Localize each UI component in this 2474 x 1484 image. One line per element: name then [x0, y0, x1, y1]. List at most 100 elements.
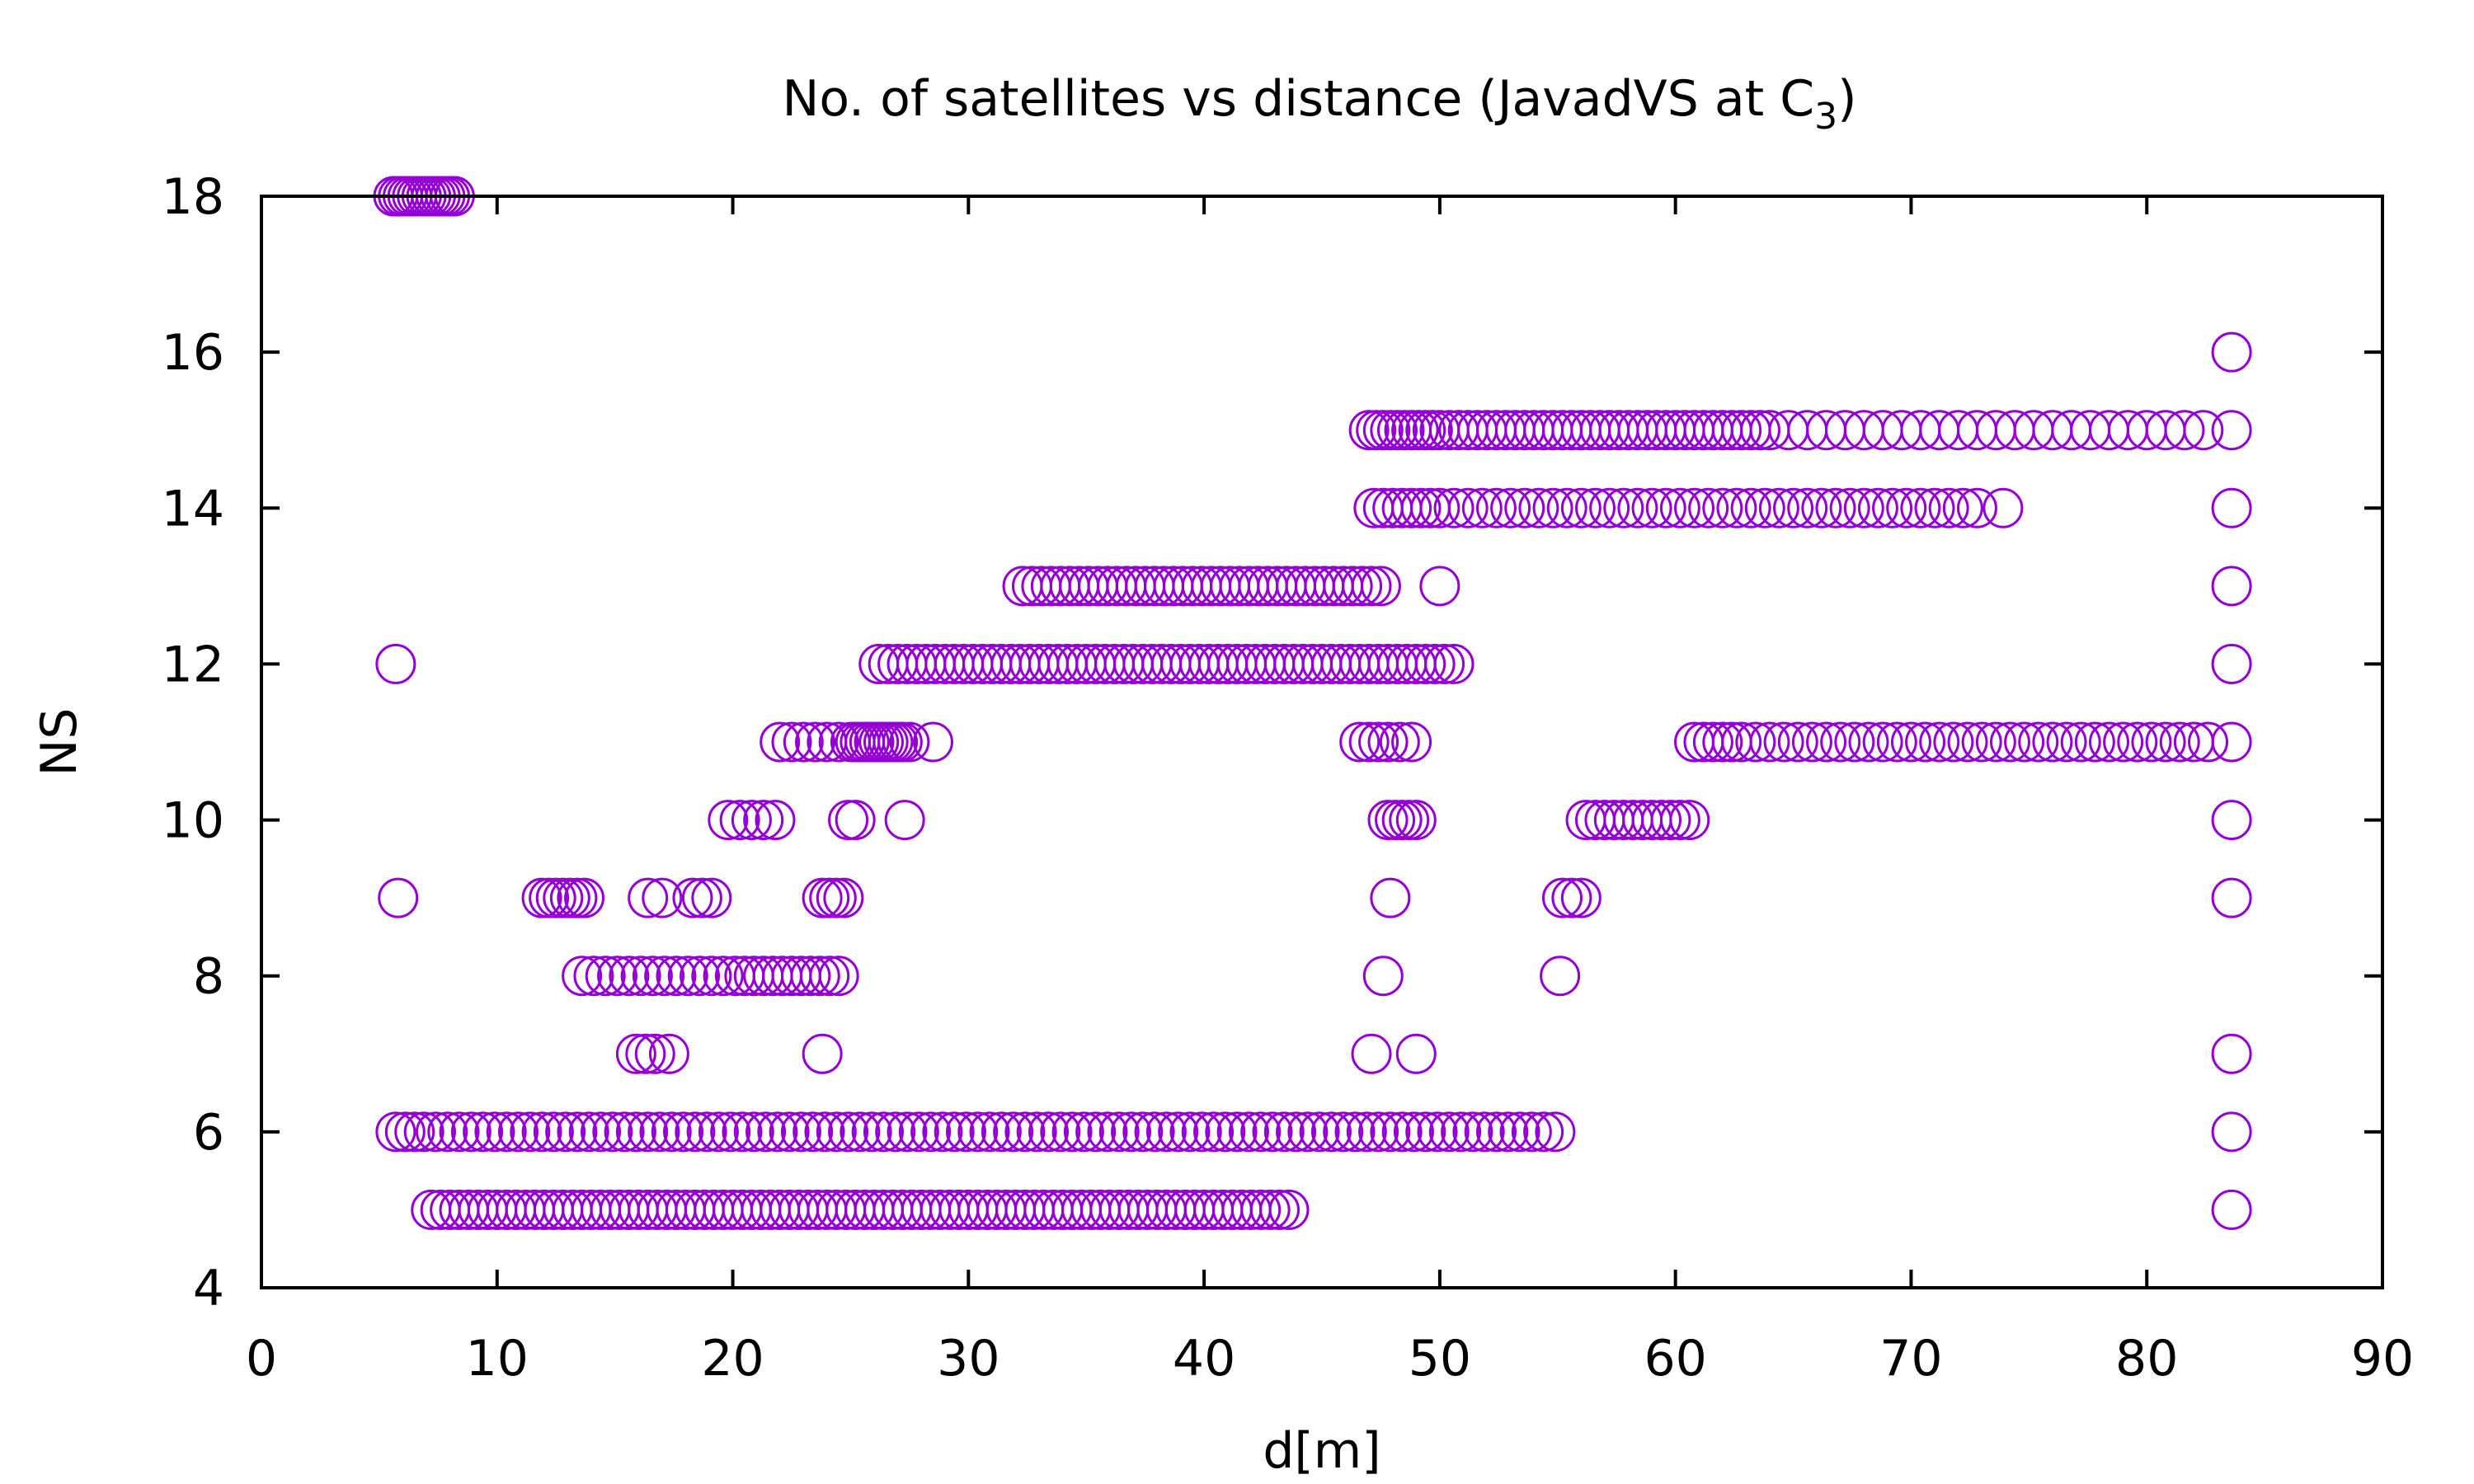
data-point: [1890, 721, 1931, 763]
data-point: [1641, 800, 1682, 841]
data-point: [1040, 1111, 1081, 1153]
x-tick-labels: 0 10 20 30 40 50 60 70 80 90: [246, 1330, 2414, 1388]
data-point: [1370, 1111, 1411, 1153]
data-point: [780, 1111, 821, 1153]
data-point: [898, 1111, 939, 1153]
data-point: [573, 956, 614, 997]
data-point: [521, 877, 562, 918]
data-point: [1405, 643, 1446, 684]
data-point: [1367, 721, 1409, 763]
data-point: [1111, 1111, 1152, 1153]
data-point: [1546, 487, 1587, 528]
x-tick-label: 50: [1409, 1330, 1471, 1388]
data-point: [632, 956, 673, 997]
x-tick-label: 80: [2115, 1330, 2178, 1388]
data-point: [1419, 566, 1460, 607]
data-point: [828, 1111, 869, 1153]
data-points: [373, 176, 2252, 1230]
data-point: [1829, 487, 1870, 528]
data-point: [1702, 487, 1743, 528]
data-point: [1360, 566, 1401, 607]
data-point: [1523, 1111, 1564, 1153]
data-point: [510, 1111, 551, 1153]
data-point: [1464, 1111, 1505, 1153]
data-point: [1412, 410, 1453, 451]
data-point: [1259, 1189, 1300, 1230]
data-point: [1447, 487, 1489, 528]
data-point: [1975, 721, 2016, 763]
y-tick-label: 10: [162, 792, 224, 850]
data-point: [1982, 487, 2024, 528]
data-point: [1914, 487, 1955, 528]
data-point: [1806, 721, 1847, 763]
data-point: [790, 956, 831, 997]
data-point: [691, 956, 732, 997]
data-point: [651, 1111, 692, 1153]
data-point: [609, 956, 650, 997]
data-point: [1758, 487, 1799, 528]
data-point: [1351, 566, 1392, 607]
data-point: [1659, 487, 1700, 528]
data-point: [1216, 1111, 1258, 1153]
data-point: [1268, 1189, 1310, 1230]
data-point: [1424, 643, 1465, 684]
data-point: [564, 877, 605, 918]
data-point: [1834, 721, 1875, 763]
data-point: [1801, 487, 1842, 528]
data-point: [757, 1111, 798, 1153]
data-point: [1310, 1111, 1352, 1153]
y-axis-title: NS: [31, 708, 88, 777]
data-point: [816, 1111, 857, 1153]
data-point: [993, 1111, 1034, 1153]
x-axis-title: d[m]: [1263, 1422, 1380, 1480]
data-point: [1441, 1111, 1482, 1153]
data-point: [1051, 1111, 1093, 1153]
data-point: [1381, 1111, 1423, 1153]
data-point: [604, 1111, 645, 1153]
data-point: [1016, 1111, 1057, 1153]
data-point: [1791, 721, 1832, 763]
data-point: [2211, 487, 2252, 528]
data-point: [486, 1111, 527, 1153]
data-point: [1395, 1033, 1437, 1074]
data-point: [1942, 487, 1983, 528]
data-point: [1872, 487, 1913, 528]
data-point: [1087, 1111, 1128, 1153]
data-point: [722, 1111, 763, 1153]
data-point: [2211, 1033, 2252, 1074]
data-point: [2188, 721, 2229, 763]
y-tick-label: 6: [193, 1104, 224, 1162]
data-point: [543, 877, 584, 918]
data-point: [1919, 721, 1960, 763]
data-point: [823, 877, 864, 918]
data-point: [922, 1111, 963, 1153]
data-point: [802, 1033, 843, 1074]
data-point: [1098, 1111, 1140, 1153]
data-point: [698, 1111, 739, 1153]
data-point: [1332, 566, 1373, 607]
data-point: [415, 1111, 456, 1153]
data-point: [1490, 487, 1531, 528]
data-point: [1249, 1189, 1291, 1230]
data-point: [1158, 1111, 1199, 1153]
data-point: [2046, 721, 2087, 763]
data-point: [1721, 721, 1762, 763]
data-point: [1398, 410, 1439, 451]
data-point: [620, 956, 661, 997]
data-point: [1815, 487, 1856, 528]
data-point: [1475, 1111, 1517, 1153]
data-point: [816, 877, 857, 918]
x-tick-label: 40: [1173, 1330, 1235, 1388]
data-point: [793, 1111, 834, 1153]
data-point: [818, 956, 859, 997]
data-point: [1862, 721, 1903, 763]
data-point: [743, 800, 784, 841]
data-point: [771, 721, 812, 763]
data-point: [2032, 721, 2073, 763]
data-point: [1876, 721, 1917, 763]
data-point: [875, 1111, 916, 1153]
data-point: [634, 1033, 675, 1074]
data-point: [1252, 1111, 1293, 1153]
x-tick-label: 10: [466, 1330, 529, 1388]
